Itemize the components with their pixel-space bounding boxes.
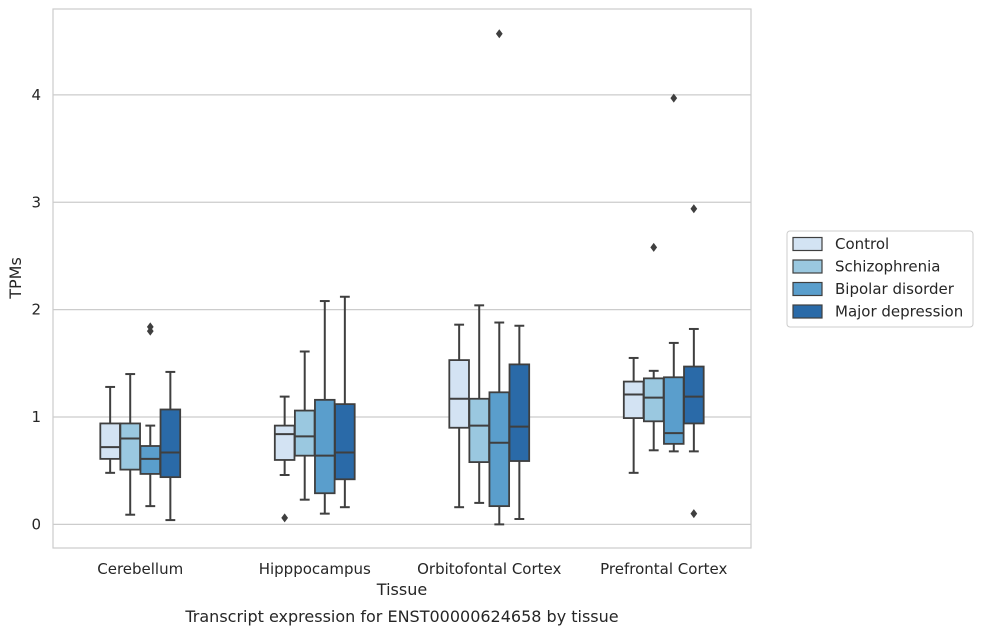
box-iqr bbox=[488, 391, 511, 508]
box-iqr bbox=[334, 403, 356, 481]
outlier-point bbox=[690, 509, 698, 519]
y-tick-label: 4 bbox=[31, 86, 41, 104]
legend-swatch bbox=[792, 281, 823, 297]
legend-swatch bbox=[792, 259, 823, 274]
box-schizophrenia bbox=[293, 350, 316, 501]
x-tick-label: Hipppocampus bbox=[259, 560, 371, 578]
y-tick-label: 1 bbox=[31, 408, 41, 426]
outlier-point bbox=[690, 204, 698, 214]
box-iqr bbox=[159, 408, 182, 479]
legend-frame bbox=[786, 230, 974, 328]
box-bipolar-disorder bbox=[663, 93, 685, 453]
box-iqr bbox=[119, 422, 141, 471]
plot-frame bbox=[52, 8, 752, 549]
x-tick-label: Cerebellum bbox=[97, 560, 183, 578]
legend-swatch bbox=[792, 304, 823, 319]
box-bipolar-disorder bbox=[488, 29, 511, 526]
box-control bbox=[448, 323, 470, 509]
outlier-point bbox=[650, 242, 658, 252]
box-iqr bbox=[622, 380, 645, 419]
box-major-depression bbox=[159, 370, 182, 522]
outlier-point bbox=[670, 93, 678, 103]
box-iqr bbox=[139, 445, 162, 475]
box-control bbox=[273, 395, 296, 523]
outlier-point bbox=[281, 513, 289, 523]
box-groups bbox=[99, 29, 705, 526]
box-schizophrenia bbox=[119, 373, 141, 516]
outlier-point bbox=[495, 29, 503, 39]
x-axis-title: Tissue bbox=[376, 580, 427, 599]
legend-swatch bbox=[792, 236, 823, 252]
x-axis-ticks: Cerebellum Hipppocampus Orbitofontal Corte… bbox=[97, 560, 727, 578]
outlier-point bbox=[146, 322, 154, 332]
legend: Control Schizophrenia Bipolar disorder Majo… bbox=[786, 230, 974, 328]
box-major-depression bbox=[508, 324, 531, 521]
y-axis-title: TPMs bbox=[6, 257, 25, 300]
box-bipolar-disorder bbox=[139, 322, 162, 508]
box-iqr bbox=[314, 398, 336, 495]
box-iqr bbox=[642, 377, 665, 423]
box-iqr bbox=[99, 422, 121, 460]
box-control bbox=[622, 356, 645, 474]
box-iqr bbox=[508, 363, 531, 462]
chart-caption: Transcript expression for ENST0000062465… bbox=[184, 607, 618, 626]
box-iqr bbox=[448, 359, 470, 429]
y-tick-label: 2 bbox=[31, 301, 41, 319]
x-tick-label: Prefrontal Cortex bbox=[600, 560, 727, 578]
box-major-depression bbox=[683, 204, 705, 519]
y-tick-label: 0 bbox=[31, 515, 41, 533]
x-tick-label: Orbitofontal Cortex bbox=[417, 560, 561, 578]
box-control bbox=[99, 385, 121, 474]
legend-label: Bipolar disorder bbox=[835, 280, 955, 298]
plot-area bbox=[52, 8, 752, 549]
box-iqr bbox=[273, 424, 296, 461]
box-iqr bbox=[683, 365, 705, 425]
box-iqr bbox=[293, 409, 316, 457]
legend-label: Schizophrenia bbox=[835, 258, 940, 276]
y-tick-label: 3 bbox=[31, 193, 41, 211]
box-iqr bbox=[468, 397, 490, 464]
legend-label: Major depression bbox=[835, 303, 963, 321]
box-schizophrenia bbox=[642, 242, 665, 452]
legend-label: Control bbox=[835, 235, 889, 253]
box-major-depression bbox=[334, 295, 356, 509]
y-axis-ticks: 0 1 2 3 4 bbox=[31, 86, 41, 533]
